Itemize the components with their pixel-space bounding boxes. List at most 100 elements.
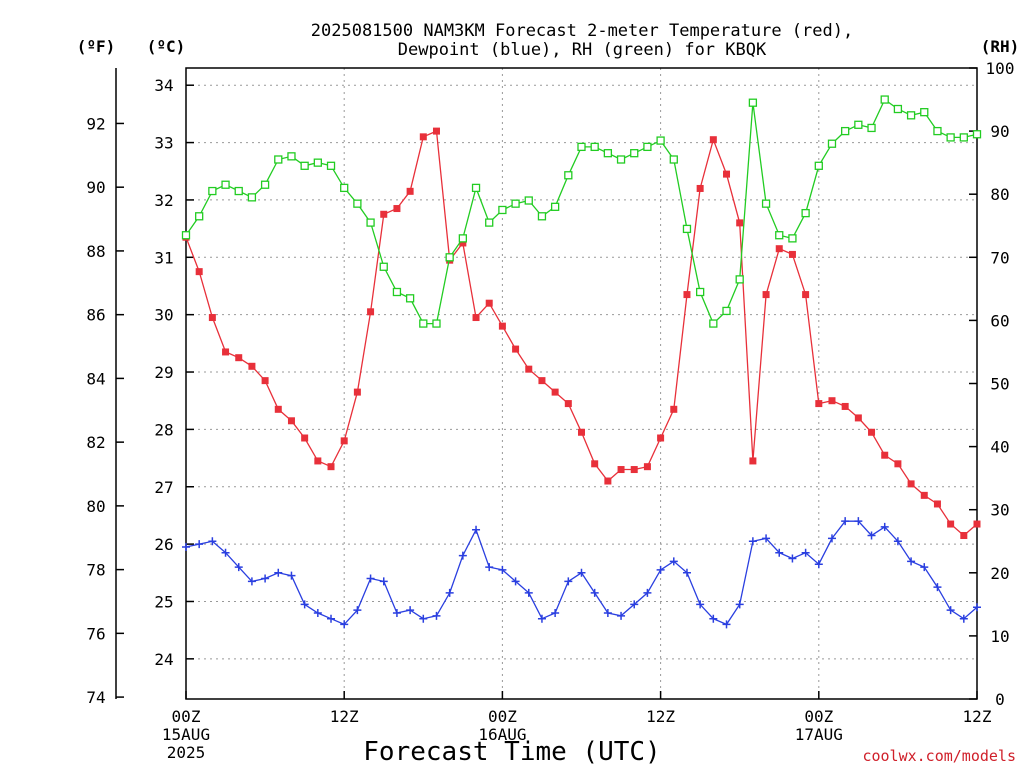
data-point [274,568,283,577]
data-point [234,186,243,196]
data-point [393,205,401,213]
data-point [235,354,243,362]
data-point [445,588,454,597]
fahrenheit-tick-label: 84 [86,369,105,388]
data-point [551,608,560,617]
data-point [735,600,744,609]
time-tick-label: 16AUG [478,725,526,744]
data-point [762,534,771,543]
data-point [274,155,283,164]
data-point [972,130,982,139]
series-layer [181,95,982,629]
data-point [326,161,336,170]
data-point [643,463,651,471]
data-point [564,577,573,586]
data-point [907,480,915,488]
series-dewpoint [182,517,981,629]
data-point [906,111,916,120]
data-point [801,208,810,218]
data-point [814,161,823,170]
data-point [788,250,796,258]
data-point [775,231,784,240]
data-point [182,542,190,551]
data-point [472,314,480,322]
data-point [367,308,375,316]
rh-unit-label: (RH) [981,37,1020,56]
data-point [578,428,585,436]
data-point [537,212,547,221]
data-point [828,397,836,405]
data-point [260,180,270,189]
data-point [458,234,468,243]
data-point [854,414,862,422]
fahrenheit-unit-label: (ºF) [77,37,116,56]
celsius-tick-label: 29 [154,363,173,382]
data-point [696,600,705,609]
data-point [630,466,638,474]
data-point [577,568,586,577]
data-point [947,520,955,528]
data-point [788,234,797,243]
data-point [749,457,757,465]
data-point [683,291,691,299]
data-point [801,548,810,557]
fahrenheit-tick-label: 92 [86,114,105,133]
data-point [340,183,349,193]
celsius-tick-label: 25 [154,592,173,611]
data-point [538,377,546,385]
data-point [880,522,889,531]
data-point [327,463,335,471]
data-point [893,104,903,114]
celsius-tick-label: 28 [154,420,173,439]
series-line [185,130,978,537]
time-tick-label: 12Z [646,707,675,726]
data-point [392,608,401,617]
data-point [920,108,929,117]
rh-tick-label: 100 [986,59,1015,78]
data-point [748,98,758,107]
data-point [419,319,428,328]
time-tick-label: 15AUG [162,725,210,744]
data-point [854,120,863,129]
data-point [327,614,336,623]
data-point [221,180,230,189]
series-line [185,98,978,325]
data-point [524,196,533,205]
data-point [723,170,731,178]
data-point [696,184,704,192]
data-point [788,554,797,563]
data-point [827,139,837,148]
data-point [841,517,850,526]
data-point [894,460,902,468]
data-point [709,614,718,623]
data-point [590,588,599,597]
data-point [419,614,428,623]
fahrenheit-tick-label: 78 [86,561,105,580]
data-point [314,457,322,465]
data-point [551,388,559,396]
rh-tick-label: 0 [995,690,1005,709]
celsius-tick-label: 24 [154,650,173,669]
chart-title-line-2: Dewpoint (blue), RH (green) for KBQK [398,40,767,60]
data-point [274,405,282,413]
data-point [643,142,652,152]
rh-tick-label: 30 [990,501,1009,520]
data-point [722,306,731,316]
fahrenheit-tick-label: 74 [86,688,105,707]
data-point [854,517,863,526]
data-point [577,142,586,152]
data-point [300,600,309,609]
fahrenheit-tick-label: 82 [86,433,105,452]
celsius-axis: 24 25 26 27 28 29 30 31 32 33 34 [154,76,194,669]
data-point [696,287,705,297]
fahrenheit-tick-label: 76 [86,624,105,643]
data-point [670,405,678,413]
data-point [195,212,204,221]
time-tick-label: 00Z [172,707,201,726]
data-point [907,557,916,566]
data-point [959,133,968,142]
data-point [366,574,375,583]
data-point [656,565,665,574]
data-point [630,149,639,158]
rh-tick-label: 80 [990,185,1009,204]
